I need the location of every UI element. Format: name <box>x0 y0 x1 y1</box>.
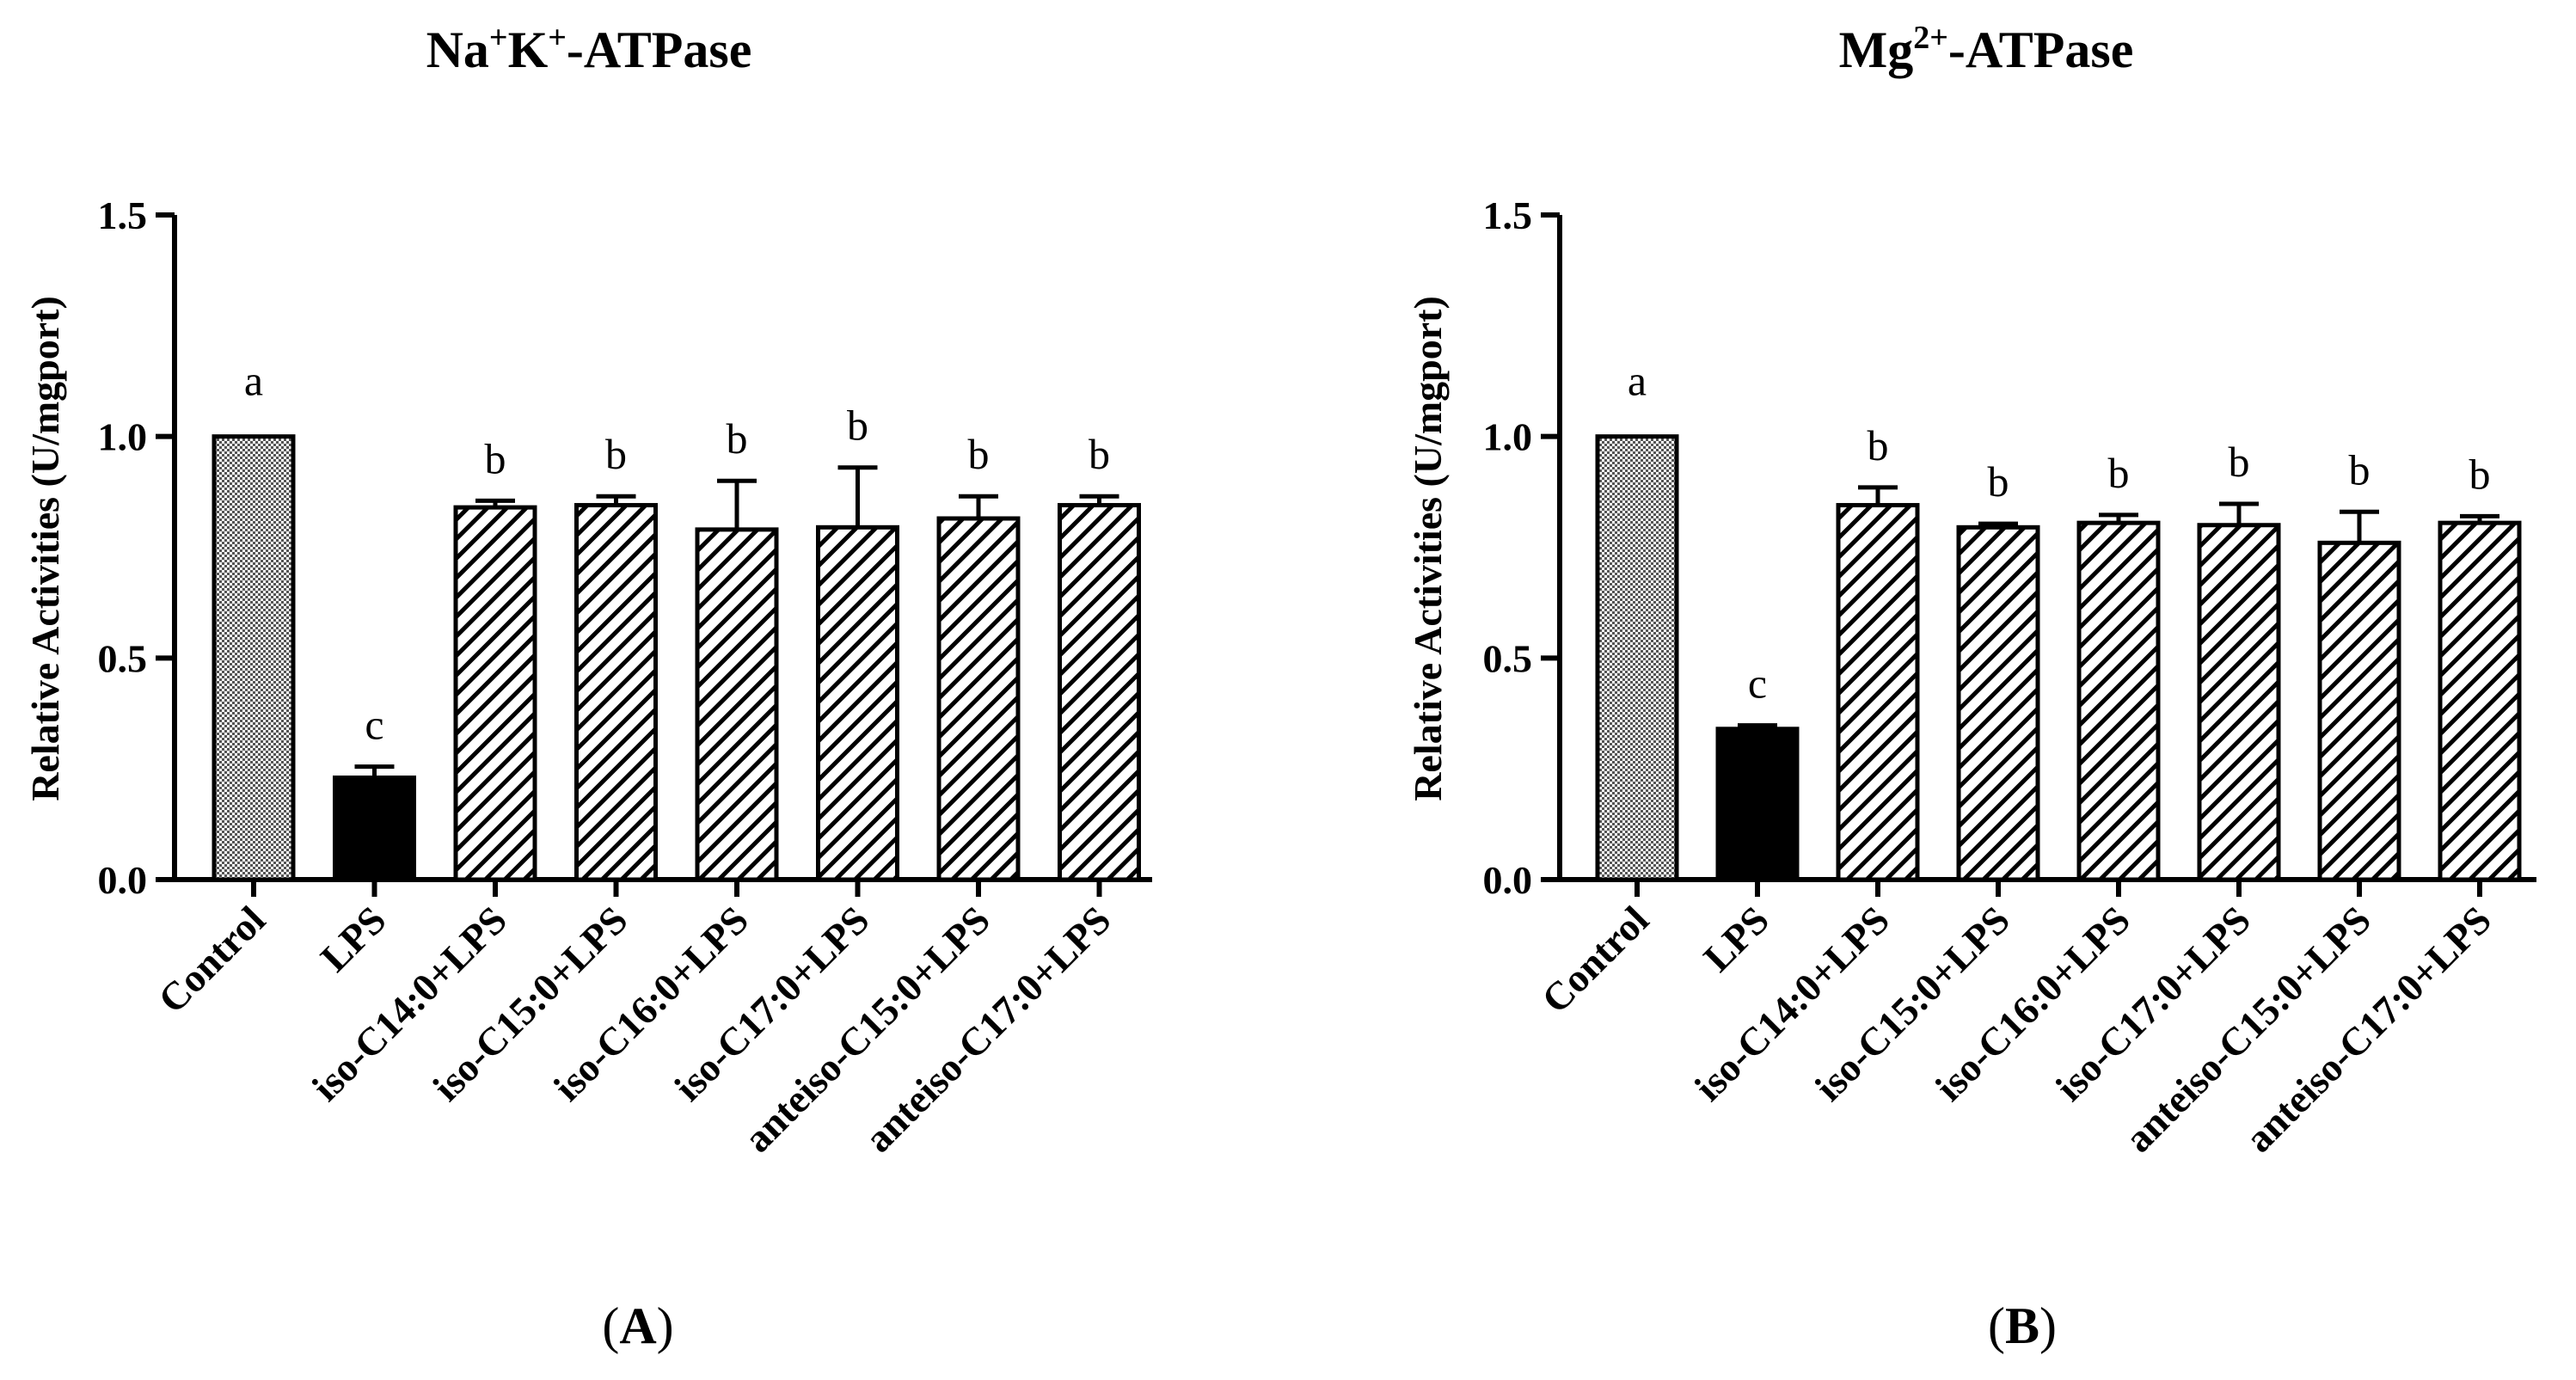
y-axis-label-b: Relative Activities (U/mgport) <box>1406 296 1450 801</box>
category-label-lps: LPS <box>1695 898 1777 980</box>
bar-control <box>1595 434 1679 882</box>
significance-label-lps: c <box>1748 659 1767 708</box>
category-label-control: Control <box>1533 898 1657 1021</box>
panel-label-b: (B) <box>1988 1297 2057 1354</box>
error-bars-a <box>354 465 1119 778</box>
bar-lps <box>333 775 416 882</box>
y-tick-label: 0.0 <box>1483 858 1533 902</box>
bar-iso-c14-0-lps <box>453 505 537 882</box>
significance-label-iso-c16-0-lps: b <box>2108 449 2130 497</box>
panel-a: Na+K+-ATPase Relative Activities (U/mgpo… <box>23 20 1152 1354</box>
bar-iso-c15-0-lps <box>574 503 658 882</box>
y-tick-label: 1.0 <box>98 415 148 459</box>
significance-label-control: a <box>1628 357 1647 405</box>
y-tick-labels-b: 0.0 0.5 1.0 1.5 <box>1483 193 1533 902</box>
bar-anteiso-c15-0-lps <box>936 516 1021 882</box>
category-label-lps: LPS <box>312 898 395 980</box>
significance-label-lps: c <box>365 701 383 749</box>
bar-iso-c15-0-lps <box>1956 524 2040 882</box>
y-tick-label: 0.5 <box>98 636 148 680</box>
bar-iso-c17-0-lps <box>816 524 899 882</box>
significance-label-iso-c15-0-lps: b <box>1988 457 2009 506</box>
significance-label-iso-c16-0-lps: b <box>727 414 748 463</box>
bar-iso-c16-0-lps <box>2076 520 2161 882</box>
bar-lps <box>1715 727 1800 882</box>
significance-labels-a: a c b b b b b b <box>244 357 1110 749</box>
bars-b <box>1595 434 2522 882</box>
y-tick-label: 1.5 <box>98 193 148 237</box>
significance-label-control: a <box>244 357 263 405</box>
significance-label-anteiso-c17-0-lps: b <box>1089 430 1110 478</box>
bar-iso-c17-0-lps <box>2197 523 2281 882</box>
significance-label-anteiso-c15-0-lps: b <box>2349 445 2371 494</box>
bar-control <box>212 434 296 882</box>
category-labels-a: Control LPSiso-C14:0+LPSiso-C15:0+LPSiso-… <box>150 898 1119 1161</box>
category-label-control: Control <box>150 898 273 1021</box>
bar-iso-c14-0-lps <box>1836 503 1920 882</box>
bar-iso-c16-0-lps <box>695 527 779 882</box>
significance-label-iso-c14-0-lps: b <box>1868 421 1889 469</box>
y-tick-label: 1.5 <box>1483 193 1533 237</box>
panel-label-a: (A) <box>602 1297 673 1354</box>
significance-label-iso-c17-0-lps: b <box>847 402 868 450</box>
significance-label-anteiso-c15-0-lps: b <box>968 430 990 478</box>
category-labels-b: Control LPSiso-C14:0+LPSiso-C15:0+LPSiso-… <box>1533 898 2499 1161</box>
significance-label-iso-c17-0-lps: b <box>2229 438 2250 486</box>
significance-labels-b: a c b b b b b b <box>1628 357 2491 708</box>
significance-label-anteiso-c17-0-lps: b <box>2469 450 2491 498</box>
error-bars-b <box>1738 485 2499 729</box>
chart-title-a: Na+K+-ATPase <box>426 20 752 78</box>
y-tick-label: 0.0 <box>98 858 148 902</box>
y-axis-label-a: Relative Activities (U/mgport) <box>23 296 67 801</box>
y-tick-labels-a: 0.0 0.5 1.0 1.5 <box>98 193 148 902</box>
y-tick-label: 0.5 <box>1483 636 1533 680</box>
bar-anteiso-c17-0-lps <box>2438 520 2522 882</box>
bars-a <box>212 434 1141 882</box>
significance-label-iso-c14-0-lps: b <box>485 434 506 482</box>
bar-anteiso-c15-0-lps <box>2317 540 2401 882</box>
y-tick-label: 1.0 <box>1483 415 1533 459</box>
chart-title-b: Mg2+-ATPase <box>1839 20 2134 78</box>
significance-label-iso-c15-0-lps: b <box>605 430 627 478</box>
panel-b: Mg2+-ATPase Relative Activities (U/mgpor… <box>1406 20 2536 1354</box>
bar-anteiso-c17-0-lps <box>1058 503 1141 882</box>
